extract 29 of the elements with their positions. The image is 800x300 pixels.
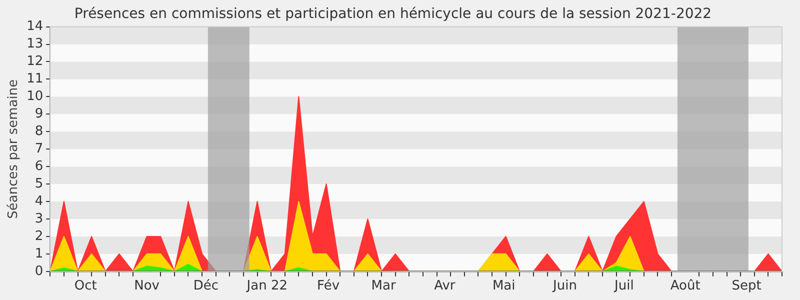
x-tick-label: Fév [317,278,340,294]
x-tick-label: Avr [434,278,456,294]
y-tick-label: 14 [26,19,44,34]
y-tick-label: 1 [34,246,44,262]
y-tick-label: 5 [34,176,44,192]
x-tick-label: Juin [552,278,577,294]
y-tick-label: 2 [34,228,44,244]
x-tick-label: Jan 22 [246,278,288,294]
x-tick-label: Juil [614,278,634,294]
x-tick-label: Mai [492,278,516,294]
y-tick-label: 13 [26,36,44,52]
x-tick-label: Oct [74,278,97,294]
x-tick-label: Mar [371,278,396,294]
y-tick-label: 0 [34,264,44,279]
y-tick-label: 10 [26,89,44,104]
y-tick-label: 7 [34,141,44,156]
chart-title: Présences en commissions et participation en hémicycle au cours de la session 2021-2022 [74,6,712,22]
x-tick-label: Déc [193,278,219,294]
y-tick-label: 6 [34,158,44,174]
y-tick-label: 4 [34,194,44,209]
y-tick-label: 11 [26,72,44,87]
x-tick-label: Nov [134,278,160,294]
y-axis-title: Séances par semaine [6,79,22,219]
y-tick-label: 12 [26,54,44,70]
x-tick-label: Sept [732,278,762,294]
y-tick-label: 9 [34,106,44,122]
x-tick-label: Août [670,278,700,294]
y-tick-label: 3 [34,211,44,226]
y-tick-label: 8 [34,124,44,140]
